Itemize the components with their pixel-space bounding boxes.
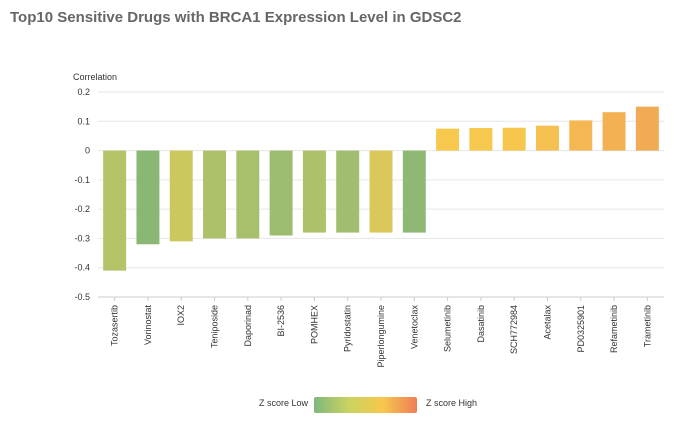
- x-tick-label: Tozasertib: [110, 305, 120, 346]
- bar[interactable]: [236, 150, 260, 239]
- y-tick-label: 0.2: [77, 87, 90, 97]
- x-tick-label: Trametinib: [642, 305, 652, 347]
- y-tick-label: -0.2: [74, 204, 90, 214]
- bar[interactable]: [569, 120, 593, 151]
- x-tick-label: IOX2: [176, 305, 186, 326]
- x-tick-label: Pyridostatin: [343, 305, 353, 352]
- bar[interactable]: [103, 150, 127, 271]
- x-tick-label: POMHEX: [309, 305, 319, 344]
- y-axis: 0.2 0.1 0 -0.1 -0.2 -0.3 -0.4 -0.5: [74, 87, 664, 302]
- bars: [103, 106, 659, 271]
- y-tick-label: 0.1: [77, 116, 90, 126]
- bar[interactable]: [302, 150, 326, 233]
- y-tick-label: -0.3: [74, 233, 90, 243]
- bar[interactable]: [602, 112, 626, 151]
- bar[interactable]: [436, 128, 460, 151]
- y-tick-label: -0.4: [74, 263, 90, 273]
- y-axis-label: Correlation: [73, 72, 117, 82]
- bar[interactable]: [635, 106, 659, 151]
- x-tick-label: Selumetinib: [443, 305, 453, 352]
- x-tick-label: Acetalax: [542, 305, 552, 340]
- x-tick-label: PD0325901: [576, 305, 586, 353]
- x-tick-label: Teniposide: [210, 305, 220, 348]
- bar[interactable]: [169, 150, 193, 242]
- bar[interactable]: [469, 128, 493, 151]
- x-tick-label: SCH772984: [509, 305, 519, 354]
- chart-title: Top10 Sensitive Drugs with BRCA1 Express…: [10, 9, 462, 26]
- y-tick-label: -0.5: [74, 292, 90, 302]
- legend: Z score Low Z score High: [0, 397, 686, 413]
- legend-gradient-bar: [314, 397, 417, 413]
- legend-high-label: Z score High: [426, 398, 478, 408]
- y-tick-label: -0.1: [74, 175, 90, 185]
- x-tick-label: Venetoclax: [409, 305, 419, 350]
- bar[interactable]: [336, 150, 360, 233]
- x-axis: Tozasertib Vorinostat IOX2 Teniposide Dapori…: [110, 297, 652, 368]
- bar[interactable]: [402, 150, 426, 233]
- x-tick-label: Dasatinib: [476, 305, 486, 343]
- legend-low-label: Z score Low: [258, 398, 308, 408]
- x-tick-label: Piperlongumine: [376, 305, 386, 368]
- y-tick-label: 0: [85, 146, 90, 156]
- x-tick-label: Daporinad: [243, 305, 253, 347]
- x-tick-label: Refametinib: [609, 305, 619, 353]
- bar[interactable]: [502, 127, 526, 151]
- bar[interactable]: [136, 150, 160, 245]
- x-tick-label: BI-2536: [276, 305, 286, 337]
- bar[interactable]: [535, 125, 559, 151]
- x-tick-label: Vorinostat: [143, 305, 153, 346]
- bar[interactable]: [269, 150, 293, 236]
- bar[interactable]: [203, 150, 227, 239]
- bar[interactable]: [369, 150, 393, 233]
